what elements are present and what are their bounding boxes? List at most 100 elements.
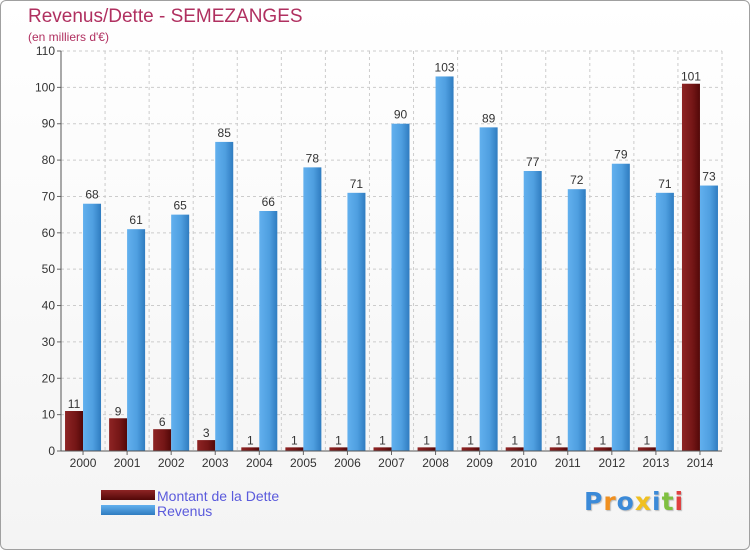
data-label-revenus: 61 [129,213,143,227]
bar-revenus [127,229,146,451]
bar-dette [65,411,84,451]
bar-revenus [567,189,586,451]
x-tick-label: 2001 [114,456,141,470]
legend-swatch-revenus [101,505,155,515]
data-label-revenus: 65 [173,199,187,213]
data-label-dette: 101 [681,70,701,84]
bar-dette [549,447,568,451]
x-tick-label: 2007 [378,456,405,470]
x-tick-label: 2012 [598,456,625,470]
bar-revenus [435,76,454,452]
y-tick-label: 0 [48,444,55,458]
y-tick-label: 50 [42,262,56,276]
x-tick-label: 2003 [202,456,229,470]
data-label-dette: 6 [159,415,166,429]
chart-title: Revenus/Dette - SEMEZANGES [28,6,303,27]
legend-label-dette: Montant de la Dette [157,488,280,504]
bar-revenus [611,163,630,451]
logo-letter: t [661,487,675,516]
y-tick-label: 90 [42,117,56,131]
bar-revenus [391,123,410,452]
bar-dette [241,447,260,451]
data-label-revenus: 77 [526,155,540,169]
legend-swatch-dette [101,490,155,500]
data-label-dette: 1 [467,433,474,447]
bar-dette [285,447,304,451]
proxiti-logo: Proxiti [584,487,684,516]
data-label-revenus: 78 [306,151,320,165]
x-tick-label: 2002 [158,456,185,470]
data-label-dette: 1 [423,433,430,447]
y-tick-label: 80 [42,153,56,167]
y-tick-label: 100 [35,80,55,94]
data-label-revenus: 66 [262,195,276,209]
logo-letter: i [652,487,662,516]
x-tick-label: 2000 [70,456,97,470]
logo-letter: x [634,487,652,516]
y-tick-label: 70 [42,189,56,203]
logo-letter: r [603,487,617,516]
data-label-dette: 1 [379,433,386,447]
data-label-revenus: 85 [218,126,232,140]
bar-revenus [171,214,190,451]
y-tick-label: 40 [42,299,56,313]
x-tick-label: 2009 [466,456,493,470]
x-tick-label: 2011 [555,456,581,470]
data-label-dette: 9 [115,404,122,418]
data-label-revenus: 89 [482,111,496,125]
bar-dette [461,447,480,451]
data-label-dette: 11 [68,397,81,411]
data-label-dette: 1 [644,433,651,447]
data-label-dette: 1 [555,433,562,447]
bar-revenus [479,127,498,451]
data-label-revenus: 90 [394,108,408,122]
x-tick-label: 2013 [643,456,670,470]
bar-revenus [655,192,674,451]
data-label-dette: 1 [247,433,254,447]
y-tick-label: 10 [42,408,56,422]
x-tick-label: 2004 [246,456,273,470]
bar-dette [153,429,172,451]
data-label-revenus: 68 [85,188,99,202]
logo-letter: o [616,487,635,516]
data-label-revenus: 79 [614,148,628,162]
bar-dette [329,447,348,451]
x-tick-label: 2010 [510,456,537,470]
bar-dette [417,447,436,451]
data-label-revenus: 71 [350,177,364,191]
bar-dette [109,418,128,451]
bar-revenus [303,167,322,451]
bar-dette [505,447,524,451]
bar-revenus [215,141,234,451]
x-tick-label: 2014 [687,456,714,470]
bar-revenus [259,211,278,451]
data-label-revenus: 103 [435,60,455,74]
data-label-revenus: 71 [658,177,672,191]
y-tick-label: 30 [42,335,56,349]
chart-subtitle: (en milliers d'€) [28,30,109,44]
data-label-dette: 3 [203,426,210,440]
bar-dette [593,447,612,451]
data-label-dette: 1 [335,433,342,447]
logo-letter: P [584,487,604,516]
x-tick-label: 2008 [422,456,449,470]
data-label-dette: 1 [291,433,298,447]
bar-dette [373,447,392,451]
y-tick-label: 110 [36,44,55,58]
bar-dette [637,447,656,451]
data-label-revenus: 72 [570,173,584,187]
x-tick-label: 2006 [334,456,361,470]
data-label-revenus: 73 [702,170,716,184]
y-tick-label: 20 [42,371,56,385]
x-tick-label: 2005 [290,456,317,470]
bar-revenus [347,192,366,451]
legend-label-revenus: Revenus [157,503,213,519]
bar-dette [197,440,216,451]
bar-dette [681,83,700,452]
bar-revenus [83,203,102,451]
y-tick-label: 60 [42,226,56,240]
bar-revenus [523,171,542,451]
data-label-dette: 1 [599,433,606,447]
